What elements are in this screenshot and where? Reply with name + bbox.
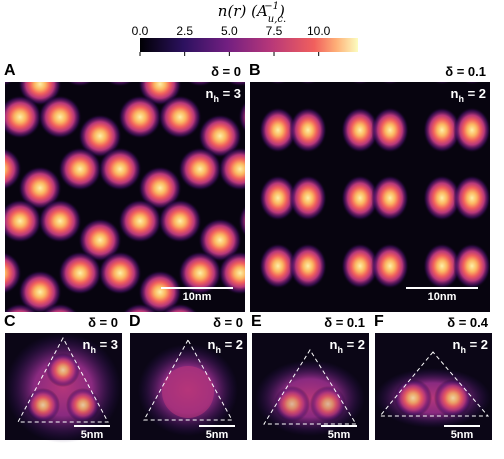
- colorbar-title: n(r) (Au,c.−1): [218, 1, 286, 25]
- nh-label: nh = 2: [330, 337, 366, 355]
- delta-label: δ = 0.4: [447, 315, 489, 330]
- scale-label: 5nm: [451, 429, 474, 441]
- scale-label: 5nm: [206, 429, 229, 441]
- panel-label: E: [251, 313, 262, 330]
- density-map: [250, 82, 490, 312]
- density-map: [375, 333, 492, 440]
- colorbar-tick-label: 2.5: [176, 24, 193, 38]
- delta-label: δ = 0: [213, 315, 243, 330]
- density-map: [5, 82, 245, 312]
- panel-label: F: [374, 313, 384, 330]
- panel-label: A: [4, 62, 16, 79]
- panel-label: B: [249, 62, 261, 79]
- colorbar: [140, 38, 358, 52]
- colorbar-tick-label: 7.5: [266, 24, 283, 38]
- colorbar-tick-label: 10.0: [307, 24, 331, 38]
- density-map: [252, 333, 369, 440]
- scale-label: 5nm: [81, 429, 104, 441]
- density-map: [130, 333, 247, 440]
- colorbar-tick-label: 5.0: [221, 24, 238, 38]
- delta-label: δ = 0: [211, 64, 241, 79]
- delta-label: δ = 0.1: [324, 315, 365, 330]
- scale-label: 10nm: [183, 291, 212, 303]
- panel-label: D: [129, 313, 141, 330]
- scale-label: 5nm: [328, 429, 351, 441]
- colorbar-tick-label: 0.0: [132, 24, 149, 38]
- nh-label: nh = 2: [453, 337, 489, 355]
- nh-label: nh = 3: [206, 86, 242, 104]
- panel-label: C: [4, 313, 16, 330]
- delta-label: δ = 0: [88, 315, 118, 330]
- nh-label: nh = 2: [451, 86, 487, 104]
- delta-label: δ = 0.1: [445, 64, 486, 79]
- nh-label: nh = 2: [208, 337, 244, 355]
- density-map: [5, 333, 122, 443]
- nh-label: nh = 3: [83, 337, 119, 355]
- scale-label: 10nm: [428, 291, 457, 303]
